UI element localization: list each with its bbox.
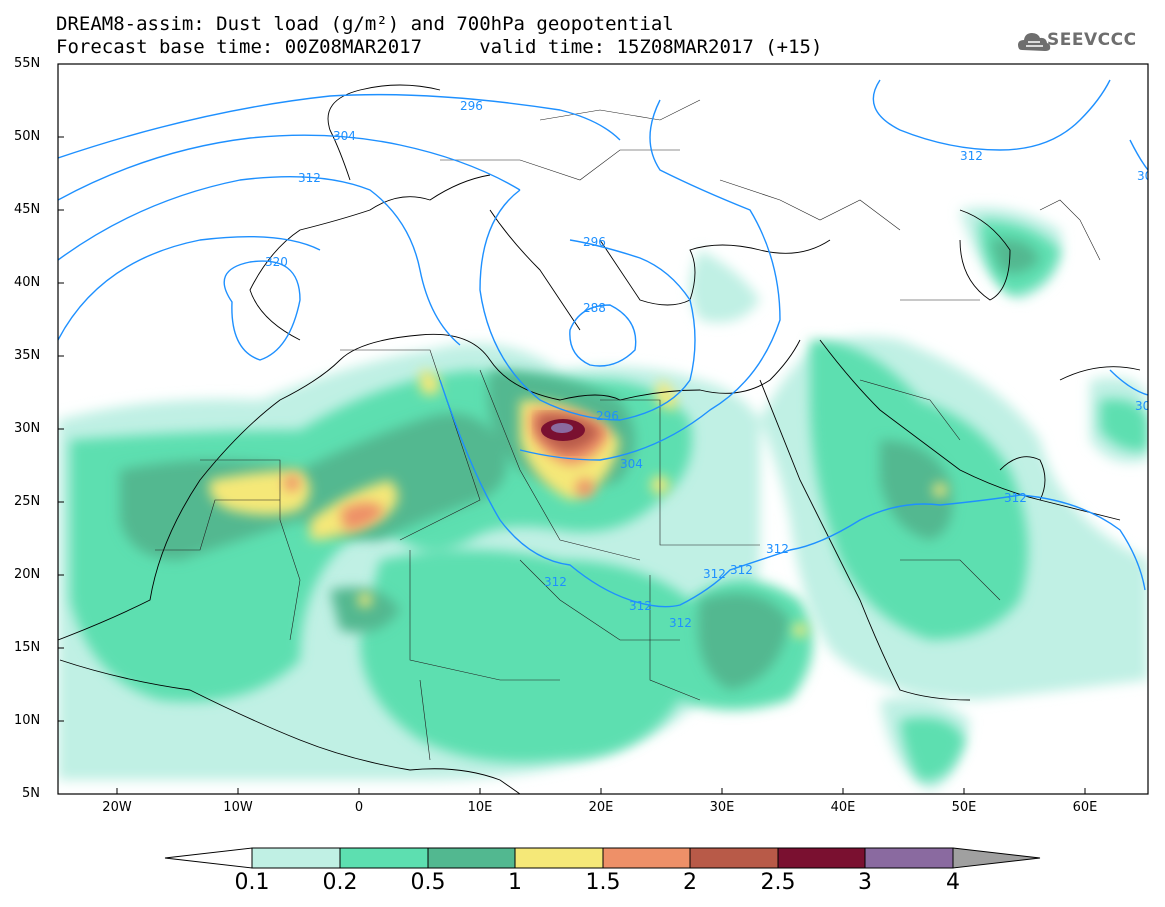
colorbar-bin xyxy=(251,847,341,869)
colorbar-label: 1 xyxy=(508,870,522,895)
contour-label: 304 xyxy=(620,457,643,471)
lon-label: 10W xyxy=(223,800,253,815)
contour-label: 296 xyxy=(583,235,606,249)
lon-label: 20E xyxy=(588,800,614,815)
map-subtitle: Forecast base time: 00Z08MAR2017 valid t… xyxy=(56,36,823,58)
contour-label: 312 xyxy=(730,563,753,577)
contour-labels: 296 304 312 320 296 288 296 304 312 312 … xyxy=(265,99,1152,630)
lat-label: 5N xyxy=(22,786,40,801)
lon-label: 0 xyxy=(354,800,364,815)
colorbar-bin xyxy=(689,847,779,869)
contour-label: 320 xyxy=(265,255,288,269)
lon-label: 10E xyxy=(467,800,493,815)
lat-label: 10N xyxy=(14,713,41,728)
colorbar-bin xyxy=(777,847,866,869)
contour-label: 312 xyxy=(629,599,652,613)
lat-label: 15N xyxy=(14,640,41,655)
colorbar-bin xyxy=(339,847,429,869)
lat-label: 25N xyxy=(14,494,41,509)
colorbar-bin xyxy=(602,847,691,869)
lat-label: 40N xyxy=(14,275,41,290)
colorbar-label: 2.5 xyxy=(760,870,796,895)
contour-label: 312 xyxy=(298,171,321,185)
lat-label: 35N xyxy=(14,348,41,363)
contour-label: 30 xyxy=(1135,399,1150,413)
contour-label: 304 xyxy=(333,129,356,143)
lon-label: 40E xyxy=(830,800,856,815)
coastlines xyxy=(58,84,1141,794)
contour-label: 312 xyxy=(960,149,983,163)
colorbar-bin xyxy=(427,847,516,869)
colorbar-label: 0.1 xyxy=(234,870,270,895)
colorbar xyxy=(164,847,1041,869)
contour-label: 312 xyxy=(1004,491,1027,505)
geopotential-contours xyxy=(58,79,1148,608)
contour-label: 288 xyxy=(583,301,606,315)
colorbar-label: 4 xyxy=(946,870,960,895)
lon-label: 60E xyxy=(1072,800,1098,815)
colorbar-label: 2 xyxy=(683,870,697,895)
colorbar-overflow xyxy=(952,847,1041,869)
lat-label: 55N xyxy=(14,56,41,71)
contour-label: 296 xyxy=(460,99,483,113)
lat-label: 50N xyxy=(14,129,41,144)
logo-text: SEEVCCC xyxy=(1047,30,1137,50)
colorbar-bin xyxy=(514,847,604,869)
lat-label: 45N xyxy=(14,202,41,217)
colorbar-underflow xyxy=(164,847,253,869)
colorbar-label: 3 xyxy=(858,870,872,895)
contour-label: 296 xyxy=(596,409,619,423)
colorbar-label: 0.5 xyxy=(410,870,446,895)
lat-label: 20N xyxy=(14,567,41,582)
contour-label: 312 xyxy=(669,616,692,630)
map-title: DREAM8-assim: Dust load (g/m²) and 700hP… xyxy=(56,13,674,35)
lon-label: 20W xyxy=(102,800,132,815)
dust-layer-4 xyxy=(551,423,573,433)
colorbar-label: 1.5 xyxy=(585,870,621,895)
lat-label: 30N xyxy=(14,421,41,436)
lon-label: 50E xyxy=(951,800,977,815)
contour-label: 312 xyxy=(766,542,789,556)
cloud-icon xyxy=(1018,33,1051,51)
colorbar-bin xyxy=(864,847,954,869)
contour-label: 30 xyxy=(1137,169,1152,183)
lon-label: 30E xyxy=(709,800,735,815)
colorbar-label: 0.2 xyxy=(322,870,358,895)
contour-label: 312 xyxy=(544,575,567,589)
axis-ticks xyxy=(58,136,1086,794)
country-borders xyxy=(155,99,1101,761)
contour-label: 312 xyxy=(703,567,726,581)
